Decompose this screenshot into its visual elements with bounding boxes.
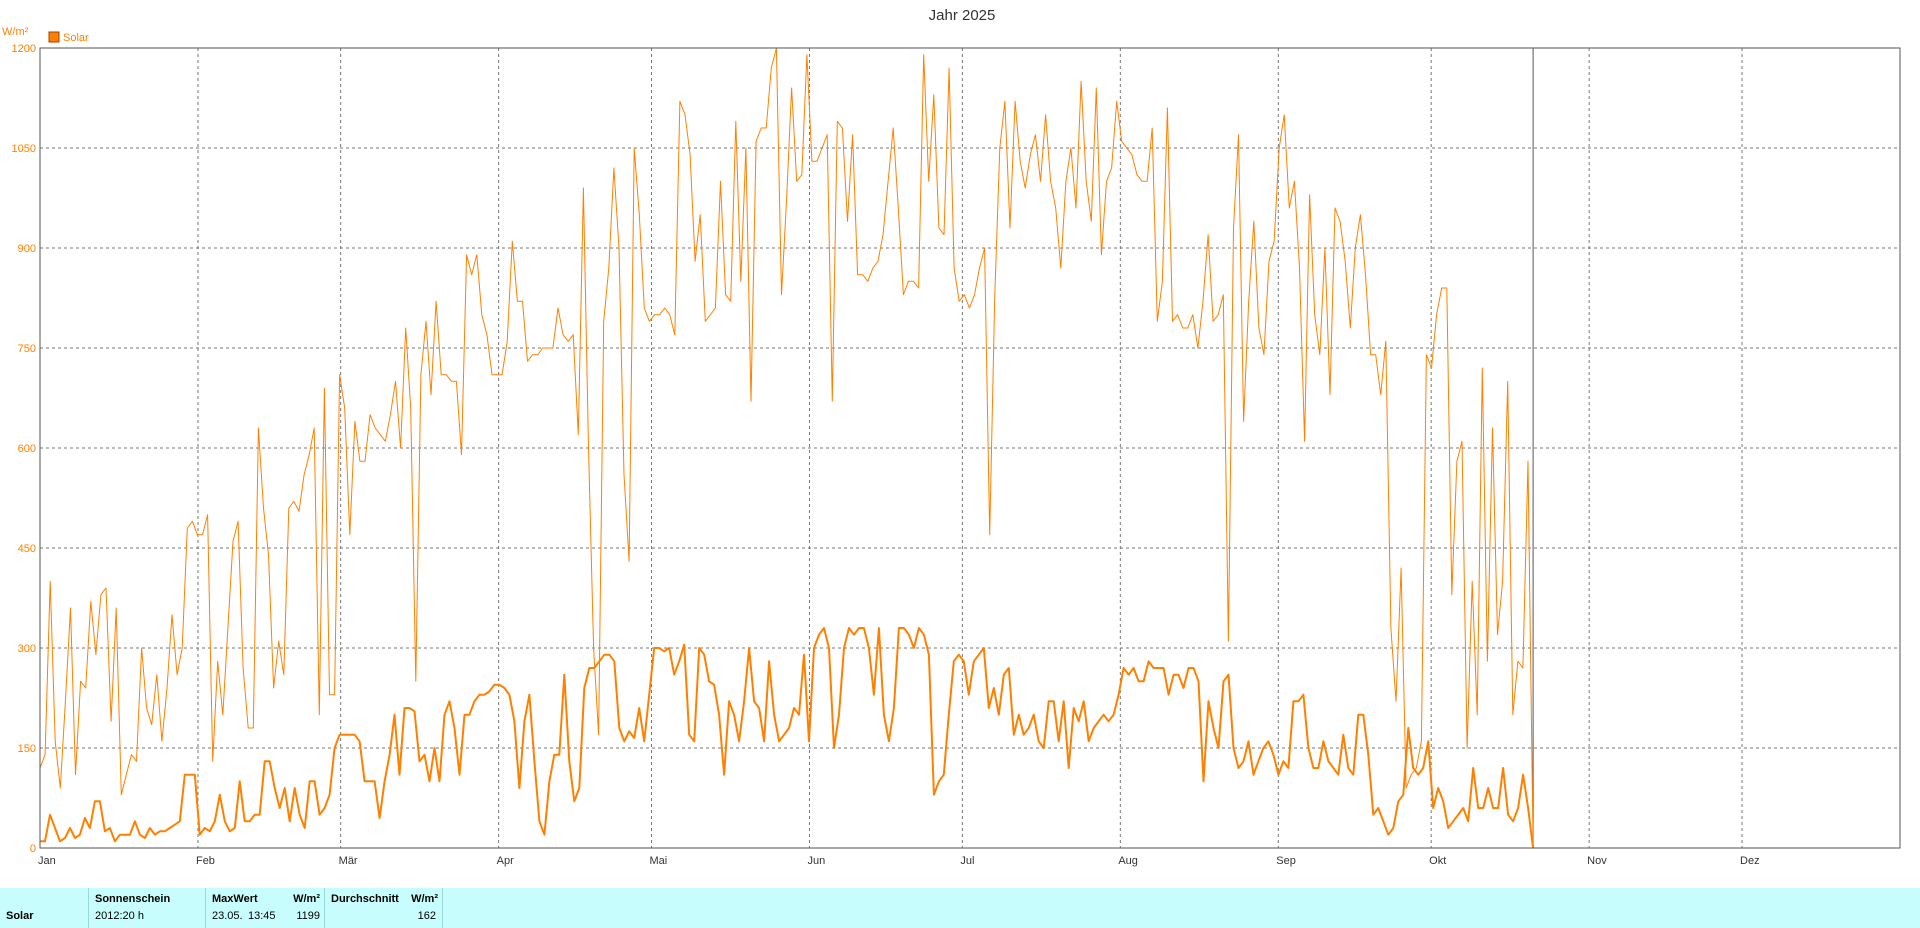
average-header: Durchschnitt (331, 893, 399, 905)
sunshine-header: Sonnenschein (95, 893, 171, 905)
footer-row-label: Solar (6, 910, 34, 922)
solar-chart: Jahr 2025 W/m² Solar 0 150 300 450 600 750 900… (2, 7, 1901, 867)
y-tick-label: 0 (30, 843, 36, 855)
legend-swatch (48, 31, 60, 43)
y-tick-label: 1200 (12, 43, 36, 55)
y-tick-label: 600 (18, 443, 36, 455)
month-label: Apr (497, 855, 514, 867)
legend-label: Solar (63, 32, 89, 44)
y-tick-labels: 0 150 300 450 600 750 900 1050 1200 (12, 43, 36, 855)
x-tick-labels: Jan Feb Mär Apr Mai Jun Jul Aug Sep Okt Nov Dez (38, 855, 1760, 867)
statistics-footer: Solar Sonnenschein 2012:20 h MaxWert W/m… (0, 888, 1920, 928)
month-label: Jul (960, 855, 974, 867)
month-label: Nov (1587, 855, 1607, 867)
average-unit: W/m² (411, 893, 438, 905)
month-label: Mai (650, 855, 668, 867)
max-date: 23.05. (212, 910, 243, 922)
average-cell: Durchschnitt W/m² 162 (324, 888, 443, 928)
max-time: 13:45 (248, 910, 276, 922)
month-label: Okt (1429, 855, 1446, 867)
month-label: Dez (1740, 855, 1760, 867)
y-axis-unit-label: W/m² (2, 26, 29, 38)
month-label: Feb (196, 855, 215, 867)
max-header: MaxWert (212, 893, 258, 905)
chart-title: Jahr 2025 (929, 7, 996, 24)
max-value: 1199 (296, 910, 320, 922)
y-tick-label: 450 (18, 543, 36, 555)
month-label: Jun (807, 855, 825, 867)
max-unit: W/m² (293, 893, 320, 905)
month-label: Mär (339, 855, 358, 867)
month-label: Sep (1276, 855, 1296, 867)
sunshine-cell: Sonnenschein 2012:20 h (88, 888, 205, 928)
series-line-max (39, 47, 1534, 849)
series-line-average (40, 627, 1535, 849)
month-label: Jan (38, 855, 56, 867)
y-tick-label: 150 (18, 743, 36, 755)
plot-frame (39, 47, 1901, 849)
month-label: Aug (1118, 855, 1138, 867)
y-tick-label: 1050 (12, 143, 36, 155)
max-cell: MaxWert W/m² 23.05. 13:45 1199 (205, 888, 324, 928)
y-tick-label: 300 (18, 643, 36, 655)
average-value: 162 (417, 910, 436, 922)
y-tick-label: 750 (18, 343, 36, 355)
sunshine-value: 2012:20 h (95, 910, 144, 922)
y-tick-label: 900 (18, 243, 36, 255)
data-series (39, 47, 1535, 849)
grid-lines (40, 48, 1900, 848)
